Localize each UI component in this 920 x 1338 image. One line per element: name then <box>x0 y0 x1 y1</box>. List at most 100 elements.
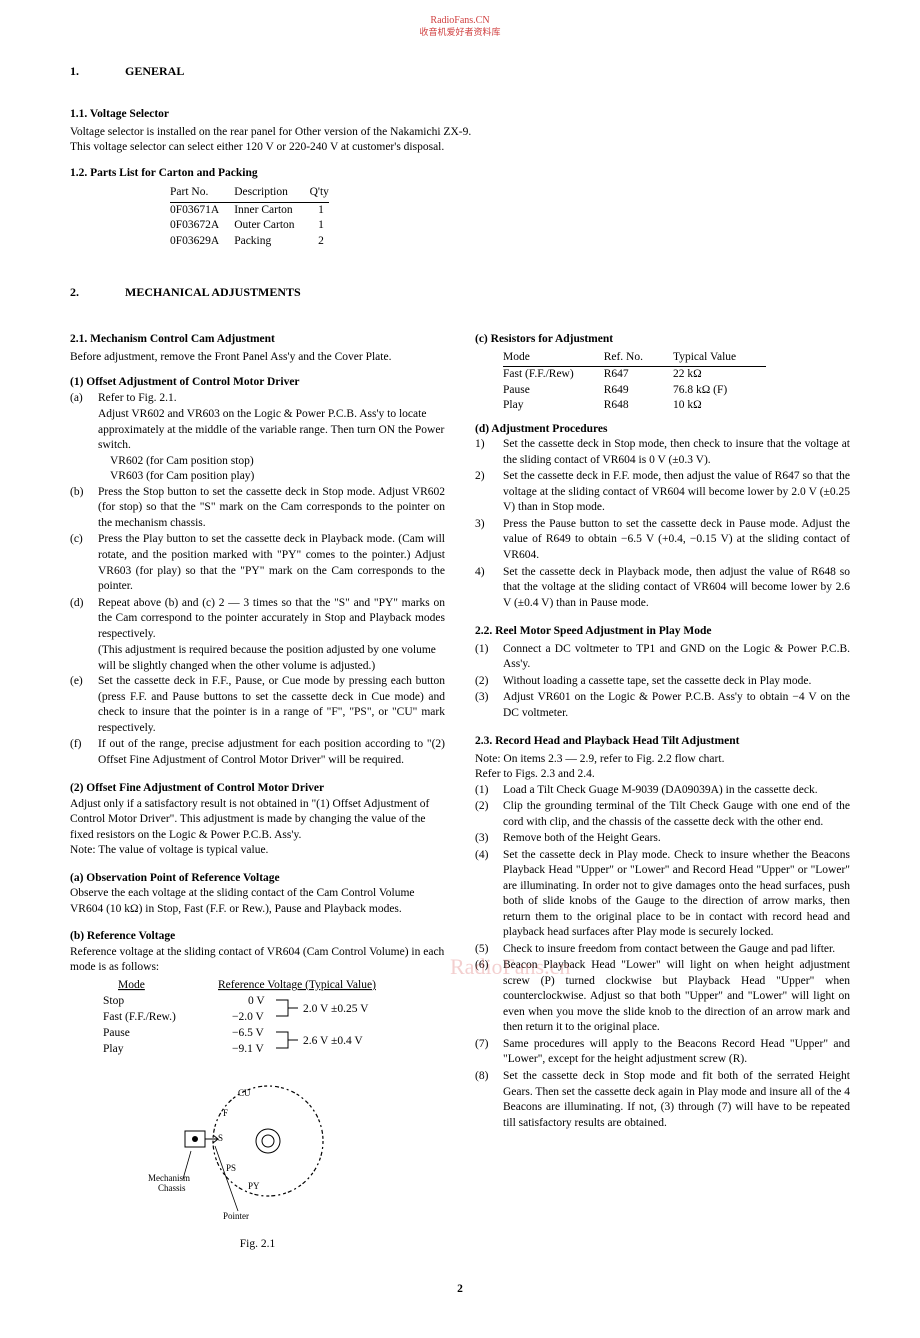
svg-text:Reference Voltage (Typical Val: Reference Voltage (Typical Value) <box>218 979 376 991</box>
subsection-1-2-title: 1.2. Parts List for Carton and Packing <box>70 166 850 182</box>
section-2-heading: 2.MECHANICAL ADJUSTMENTS <box>70 284 850 300</box>
list-label: (f) <box>70 737 98 768</box>
svg-text:CU: CU <box>238 1088 251 1098</box>
list-body: Load a Tilt Check Guage M-9039 (DA09039A… <box>503 783 850 799</box>
resistor-table: Mode Ref. No. Typical Value Fast (F.F./R… <box>503 350 850 414</box>
list-label: (d) <box>70 596 98 643</box>
section-1-number: 1. <box>70 63 125 79</box>
list-body: Set the cassette deck in Stop mode and f… <box>503 1069 850 1131</box>
list-body: Same procedures will apply to the Beacon… <box>503 1037 850 1068</box>
list-body: VR603 (for Cam position play) <box>110 469 445 485</box>
subsection-2-2-title: 2.2. Reel Motor Speed Adjustment in Play… <box>475 624 850 640</box>
list-body: Check to insure freedom from contact bet… <box>503 942 850 958</box>
subsection-2-1-intro: Before adjustment, remove the Front Pane… <box>70 350 445 366</box>
svg-text:Pointer: Pointer <box>223 1211 249 1221</box>
sub23-note: Note: On items 2.3 — 2.9, refer to Fig. … <box>475 752 850 768</box>
right-column: (c) Resistors for Adjustment Mode Ref. N… <box>475 332 850 1252</box>
svg-text:−2.0 V: −2.0 V <box>232 1011 265 1023</box>
subsection-1-1-p1: Voltage selector is installed on the rea… <box>70 125 850 141</box>
page-number: 2 <box>70 1282 850 1298</box>
list-body: Remove both of the Height Gears. <box>503 831 850 847</box>
list-label: (b) <box>70 485 98 532</box>
list-label: (1) <box>475 783 503 799</box>
table-row: 0F03672A Outer Carton 1 <box>170 218 329 234</box>
list-label: (2) <box>475 799 503 830</box>
obs-a-body: Observe the each voltage at the sliding … <box>70 886 445 917</box>
subsection-2-1-title: 2.1. Mechanism Control Cam Adjustment <box>70 332 445 348</box>
list-label: (e) <box>70 674 98 736</box>
watermark-header: RadioFans.CN 收音机爱好者资料库 <box>70 15 850 38</box>
list-label: 4) <box>475 565 503 612</box>
list-body: Set the cassette deck in F.F. mode, then… <box>503 469 850 516</box>
section-1-title: GENERAL <box>125 64 184 78</box>
table-row: PlayR64810 kΩ <box>503 398 766 414</box>
list-body: Beacon Playback Head "Lower" will light … <box>503 958 850 1036</box>
res-c-title: (c) Resistors for Adjustment <box>475 332 850 348</box>
list-label: (4) <box>475 848 503 941</box>
list-body: Set the cassette deck in Stop mode, then… <box>503 437 850 468</box>
svg-text:F: F <box>223 1108 228 1118</box>
list-body: Without loading a cassette tape, set the… <box>503 674 850 690</box>
svg-text:PS: PS <box>226 1163 236 1173</box>
cam-diagram: CU F S PS PY Mechanism Chassis Pointer <box>143 1071 373 1231</box>
list-body: Set the cassette deck in Play mode. Chec… <box>503 848 850 941</box>
list-body: (This adjustment is required because the… <box>98 643 445 674</box>
list-body: Refer to Fig. 2.1. <box>98 391 445 407</box>
list-body: If out of the range, precise adjustment … <box>98 737 445 768</box>
table-row: Fast (F.F./Rew)R64722 kΩ <box>503 367 766 383</box>
parts-header-partno: Part No. <box>170 185 234 202</box>
list-label: 2) <box>475 469 503 516</box>
section-2-title: MECHANICAL ADJUSTMENTS <box>125 285 301 299</box>
list-body: VR602 (for Cam position stop) <box>110 454 445 470</box>
table-row: 0F03671A Inner Carton 1 <box>170 202 329 218</box>
list-label: (8) <box>475 1069 503 1131</box>
ref-b-title: (b) Reference Voltage <box>70 929 445 945</box>
adj-d-title: (d) Adjustment Procedures <box>475 422 850 438</box>
list-body: Repeat above (b) and (c) 2 — 3 times so … <box>98 596 445 643</box>
list-label: (c) <box>70 532 98 594</box>
section-1-heading: 1.GENERAL <box>70 63 850 79</box>
left-column: 2.1. Mechanism Control Cam Adjustment Be… <box>70 332 445 1252</box>
svg-text:0 V: 0 V <box>248 995 265 1007</box>
svg-text:Pause: Pause <box>103 1027 130 1039</box>
subsection-2-3-title: 2.3. Record Head and Playback Head Tilt … <box>475 734 850 750</box>
list-body: Clip the grounding terminal of the Tilt … <box>503 799 850 830</box>
list-body: Set the cassette deck in Playback mode, … <box>503 565 850 612</box>
svg-text:Fast (F.F./Rew.): Fast (F.F./Rew.) <box>103 1011 176 1023</box>
list-body: Press the Play button to set the cassett… <box>98 532 445 594</box>
svg-text:2.0 V ±0.25 V: 2.0 V ±0.25 V <box>303 1003 369 1015</box>
svg-text:Mode: Mode <box>118 979 145 991</box>
svg-text:PY: PY <box>248 1181 260 1191</box>
list1-title: (1) Offset Adjustment of Control Motor D… <box>70 375 445 391</box>
list-body: Connect a DC voltmeter to TP1 and GND on… <box>503 642 850 673</box>
svg-text:Chassis: Chassis <box>158 1183 186 1193</box>
svg-text:S: S <box>218 1133 223 1143</box>
list-label: (5) <box>475 942 503 958</box>
section-2-number: 2. <box>70 284 125 300</box>
list-body: Set the cassette deck in F.F., Pause, or… <box>98 674 445 736</box>
parts-header-desc: Description <box>234 185 309 202</box>
subsection-1-1-title: 1.1. Voltage Selector <box>70 107 850 123</box>
svg-text:Stop: Stop <box>103 995 124 1007</box>
list-body: Press the Stop button to set the cassett… <box>98 485 445 532</box>
svg-text:−6.5 V: −6.5 V <box>232 1027 265 1039</box>
parts-header-qty: Q'ty <box>310 185 329 202</box>
list-label: (3) <box>475 831 503 847</box>
list-label: (3) <box>475 690 503 721</box>
list-label: (a) <box>70 391 98 407</box>
list2-title: (2) Offset Fine Adjustment of Control Mo… <box>70 781 445 797</box>
list-label: (7) <box>475 1037 503 1068</box>
figure-caption: Fig. 2.1 <box>70 1237 445 1253</box>
table-row: PauseR64976.8 kΩ (F) <box>503 383 766 399</box>
ref-b-body: Reference voltage at the sliding contact… <box>70 945 445 976</box>
list-body: Press the Pause button to set the casset… <box>503 517 850 564</box>
list-label: (1) <box>475 642 503 673</box>
list-label: (6) <box>475 958 503 1036</box>
list-label: 3) <box>475 517 503 564</box>
svg-text:2.6 V ±0.4 V: 2.6 V ±0.4 V <box>303 1035 363 1047</box>
subsection-1-1-p2: This voltage selector can select either … <box>70 140 850 156</box>
list2-intro: Adjust only if a satisfactory result is … <box>70 797 445 844</box>
watermark-subtitle: 收音机爱好者资料库 <box>70 27 850 38</box>
svg-text:−9.1 V: −9.1 V <box>232 1043 265 1055</box>
list-label: (2) <box>475 674 503 690</box>
